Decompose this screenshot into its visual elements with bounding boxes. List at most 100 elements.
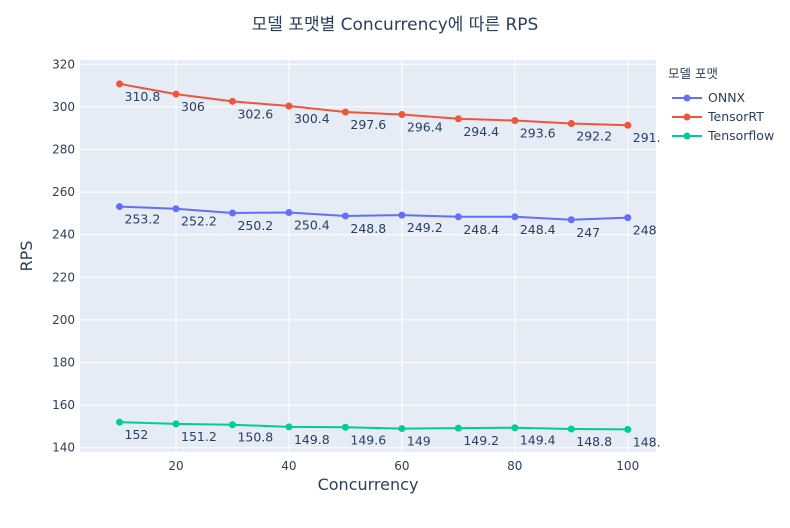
data-point-tensorrt[interactable] (511, 117, 519, 125)
data-label-tensorflow: 152 (125, 427, 149, 442)
legend: 모델 포맷 ONNX TensorRT Tensorflow (668, 66, 774, 143)
legend-label-onnx: ONNX (708, 90, 746, 105)
y-axis-title: RPS (17, 241, 36, 272)
data-point-tensorrt[interactable] (624, 121, 632, 129)
data-label-tensorflow: 148. (633, 434, 661, 449)
x-tick-label: 100 (616, 459, 639, 473)
y-tick-label: 320 (52, 57, 75, 71)
data-label-onnx: 250.2 (237, 218, 273, 233)
data-point-onnx[interactable] (228, 209, 236, 217)
data-point-tensorflow[interactable] (624, 425, 632, 433)
data-label-tensorrt: 310.8 (125, 89, 161, 104)
data-point-tensorflow[interactable] (454, 424, 462, 432)
legend-label-tensorrt: TensorRT (707, 109, 764, 124)
data-label-onnx: 248.8 (350, 221, 386, 236)
data-label-tensorflow: 150.8 (237, 430, 273, 445)
data-label-onnx: 248.4 (463, 222, 499, 237)
series-tensorrt: 310.8 306 302.6 300.4 297.6 296.4 294.4 293.6 29… (116, 80, 661, 145)
data-point-tensorflow[interactable] (398, 425, 406, 433)
x-axis-title: Concurrency (318, 475, 419, 494)
data-point-tensorflow[interactable] (116, 418, 124, 426)
y-tick-label: 260 (52, 185, 75, 199)
series-tensorflow: 152 151.2 150.8 149.8 149.6 149 149.2 149.4 148.… (116, 418, 661, 449)
data-point-onnx[interactable] (398, 211, 406, 219)
x-tick-label: 60 (394, 459, 409, 473)
data-label-tensorrt: 296.4 (407, 120, 443, 135)
data-point-tensorrt[interactable] (341, 108, 349, 116)
data-label-tensorrt: 293.6 (520, 126, 556, 141)
data-label-tensorflow: 151.2 (181, 429, 217, 444)
data-label-tensorflow: 148.8 (576, 434, 612, 449)
data-point-onnx[interactable] (341, 212, 349, 220)
data-point-tensorflow[interactable] (285, 423, 293, 431)
chart-title: 모델 포맷별 Concurrency에 따른 RPS (252, 15, 539, 35)
y-tick-label: 240 (52, 228, 75, 242)
data-label-tensorrt: 300.4 (294, 111, 330, 126)
series-line-tensorrt (119, 82, 628, 127)
legend-marker-tensorrt (683, 113, 691, 121)
data-label-tensorflow: 149 (407, 434, 431, 449)
data-label-tensorflow: 149.6 (350, 432, 386, 447)
series-line-tensorflow (119, 421, 628, 431)
data-point-onnx[interactable] (511, 213, 519, 221)
data-label-tensorflow: 149.4 (520, 433, 556, 448)
y-tick-label: 180 (52, 356, 75, 370)
data-point-tensorrt[interactable] (172, 90, 180, 98)
data-point-tensorrt[interactable] (454, 115, 462, 123)
x-tick-label: 80 (507, 459, 522, 473)
legend-title: 모델 포맷 (668, 66, 718, 81)
data-label-onnx: 253.2 (125, 212, 161, 227)
data-point-tensorrt[interactable] (398, 111, 406, 119)
data-label-tensorrt: 292.2 (576, 128, 612, 143)
series-layer: 253.2 252.2 250.2 250.4 248.8 249.2 248.4 248.4… (116, 80, 661, 449)
data-label-onnx: 252.2 (181, 214, 217, 229)
data-point-tensorflow[interactable] (567, 425, 575, 433)
series-line-onnx (119, 205, 628, 221)
data-point-tensorrt[interactable] (116, 80, 124, 88)
x-tick-label: 40 (281, 459, 296, 473)
data-label-onnx: 249.2 (407, 220, 443, 235)
data-label-onnx: 250.4 (294, 218, 330, 233)
legend-item-onnx[interactable]: ONNX (672, 90, 746, 105)
data-label-tensorflow: 149.2 (463, 433, 499, 448)
data-point-onnx[interactable] (624, 214, 632, 222)
x-tick-label: 20 (168, 459, 183, 473)
y-tick-label: 160 (52, 398, 75, 412)
data-point-tensorflow[interactable] (511, 424, 519, 432)
legend-item-tensorflow[interactable]: Tensorflow (672, 128, 774, 143)
data-label-tensorrt: 306 (181, 99, 205, 114)
data-point-tensorrt[interactable] (228, 97, 236, 105)
data-point-onnx[interactable] (285, 209, 293, 217)
data-label-onnx: 247 (576, 225, 600, 240)
grid-layer (80, 60, 656, 452)
data-label-onnx: 248 (633, 223, 657, 238)
data-label-tensorrt: 291. (633, 130, 661, 145)
legend-item-tensorrt[interactable]: TensorRT (672, 109, 764, 124)
data-point-onnx[interactable] (116, 203, 124, 211)
legend-marker-onnx (683, 94, 691, 102)
data-point-tensorflow[interactable] (228, 421, 236, 429)
series-onnx: 253.2 252.2 250.2 250.4 248.8 249.2 248.4 248.4… (116, 203, 657, 240)
y-tick-label: 200 (52, 313, 75, 327)
data-label-tensorrt: 294.4 (463, 124, 499, 139)
legend-label-tensorflow: Tensorflow (707, 128, 774, 143)
data-point-onnx[interactable] (172, 205, 180, 213)
data-point-onnx[interactable] (567, 216, 575, 224)
y-tick-label: 280 (52, 142, 75, 156)
tick-layer: 140 160 180 200 220 240 260 280 300 320 20 40 60 80 10… (52, 57, 639, 473)
data-point-onnx[interactable] (454, 213, 462, 221)
y-tick-label: 300 (52, 100, 75, 114)
data-label-tensorflow: 149.8 (294, 432, 330, 447)
data-point-tensorflow[interactable] (172, 420, 180, 428)
data-label-onnx: 248.4 (520, 222, 556, 237)
y-tick-label: 220 (52, 270, 75, 284)
data-label-tensorrt: 297.6 (350, 117, 386, 132)
data-point-tensorrt[interactable] (567, 119, 575, 127)
data-label-tensorrt: 302.6 (237, 106, 273, 121)
legend-marker-tensorflow (683, 132, 691, 140)
data-point-tensorflow[interactable] (341, 423, 349, 431)
y-tick-label: 140 (52, 441, 75, 455)
data-point-tensorrt[interactable] (285, 102, 293, 110)
